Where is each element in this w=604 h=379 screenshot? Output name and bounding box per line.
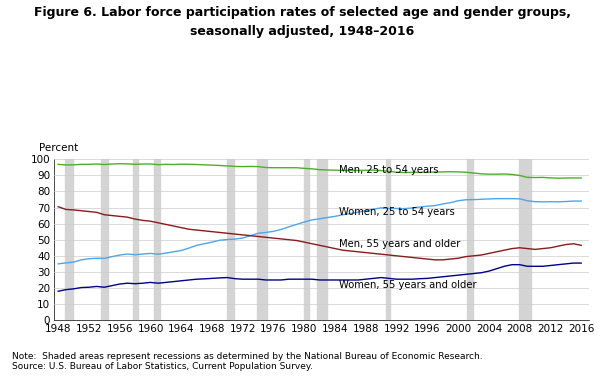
Text: Figure 6. Labor force participation rates of selected age and gender groups,: Figure 6. Labor force participation rate… bbox=[33, 6, 571, 19]
Text: Men, 25 to 54 years: Men, 25 to 54 years bbox=[339, 164, 439, 175]
Bar bbox=[65, 159, 73, 320]
Text: Note:  Shaded areas represent recessions as determined by the National Bureau of: Note: Shaded areas represent recessions … bbox=[12, 352, 483, 371]
Text: seasonally adjusted, 1948–2016: seasonally adjusted, 1948–2016 bbox=[190, 25, 414, 38]
Bar bbox=[101, 159, 108, 320]
Text: Women, 25 to 54 years: Women, 25 to 54 years bbox=[339, 207, 455, 217]
Text: Men, 55 years and older: Men, 55 years and older bbox=[339, 239, 460, 249]
Text: Percent: Percent bbox=[39, 144, 79, 153]
Bar bbox=[304, 159, 309, 320]
Bar bbox=[386, 159, 390, 320]
Bar bbox=[153, 159, 159, 320]
Bar bbox=[316, 159, 327, 320]
Bar bbox=[226, 159, 234, 320]
Bar bbox=[133, 159, 138, 320]
Bar bbox=[519, 159, 531, 320]
Bar bbox=[257, 159, 268, 320]
Bar bbox=[467, 159, 473, 320]
Text: Women, 55 years and older: Women, 55 years and older bbox=[339, 280, 477, 290]
